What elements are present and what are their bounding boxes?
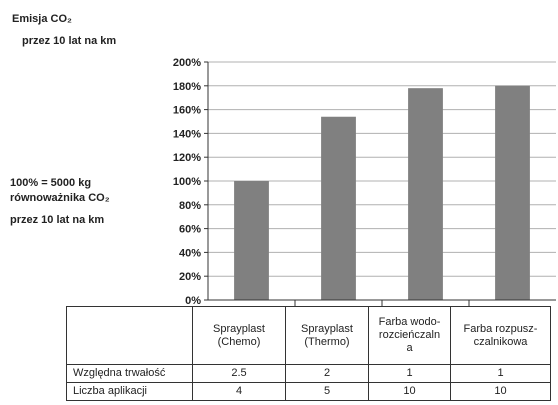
header-line: a bbox=[406, 342, 413, 354]
row-label: Względna trwałość bbox=[66, 364, 193, 383]
y-tick-label: 120% bbox=[173, 152, 201, 164]
bar bbox=[495, 85, 530, 300]
table-cell: 1 bbox=[450, 364, 551, 383]
bar bbox=[321, 116, 356, 301]
bars bbox=[234, 85, 530, 306]
table-header-cell: Farba rozpusz- czalnikowa bbox=[450, 306, 551, 365]
table-cell: 1 bbox=[368, 364, 451, 383]
table-cell: 10 bbox=[450, 382, 551, 401]
header-line: Farba wodo- bbox=[378, 316, 441, 328]
header-line: (Thermo) bbox=[304, 335, 350, 348]
table-row: Liczba aplikacji 4 5 10 10 bbox=[66, 382, 551, 401]
data-table: Sprayplast (Chemo) Sprayplast (Thermo) F… bbox=[66, 306, 551, 401]
y-tick-label: 0% bbox=[185, 295, 201, 307]
y-tick-label: 60% bbox=[179, 224, 201, 236]
table-header-row: Sprayplast (Chemo) Sprayplast (Thermo) F… bbox=[66, 306, 551, 365]
y-axis-note-line3: przez 10 lat na km bbox=[10, 214, 105, 226]
header-line: Farba rozpusz- bbox=[463, 322, 538, 335]
chart-title-line2: przez 10 lat na km bbox=[22, 35, 117, 47]
y-tick-label: 100% bbox=[173, 176, 201, 188]
chart-title-line1: Emisja CO₂ bbox=[12, 13, 72, 25]
table-row: Względna trwałość 2.5 2 1 1 bbox=[66, 364, 551, 383]
table-header-cell: Sprayplast (Chemo) bbox=[192, 306, 286, 365]
table-cell: 2 bbox=[285, 364, 369, 383]
y-tick-label: 140% bbox=[173, 128, 201, 140]
y-axis-note-line1: 100% = 5000 kg bbox=[10, 177, 92, 189]
bar-chart: 0% 20% 40% 60% 80% 100% 120% 140% 160% 180% 200% bbox=[173, 57, 556, 307]
table-cell: 2.5 bbox=[192, 364, 286, 383]
y-tick-label: 20% bbox=[179, 271, 201, 283]
bar bbox=[234, 181, 269, 300]
table-cell: 5 bbox=[285, 382, 369, 401]
y-tick-label: 180% bbox=[173, 81, 201, 93]
y-tick-labels: 0% 20% 40% 60% 80% 100% 120% 140% 160% 180% 200% bbox=[173, 57, 208, 307]
header-line: rozcieńczaln bbox=[378, 329, 441, 341]
table-cell: 10 bbox=[368, 382, 451, 401]
y-tick-label: 80% bbox=[179, 200, 201, 212]
bar bbox=[408, 88, 443, 301]
header-line: Sprayplast bbox=[301, 322, 353, 335]
row-label: Liczba aplikacji bbox=[66, 382, 193, 401]
table-header-cell: Sprayplast (Thermo) bbox=[285, 306, 369, 365]
y-tick-label: 40% bbox=[179, 247, 201, 259]
header-line: Sprayplast bbox=[213, 322, 265, 335]
header-line: czalnikowa bbox=[473, 335, 528, 348]
header-line: (Chemo) bbox=[217, 335, 261, 348]
y-tick-label: 160% bbox=[173, 105, 201, 117]
y-tick-label: 200% bbox=[173, 57, 201, 69]
table-corner-cell bbox=[66, 306, 193, 365]
table-header-cell: Farba wodo- rozcieńczaln a bbox=[368, 306, 451, 365]
table-cell: 4 bbox=[192, 382, 286, 401]
y-axis-note-line2: równoważnika CO₂ bbox=[10, 192, 110, 204]
